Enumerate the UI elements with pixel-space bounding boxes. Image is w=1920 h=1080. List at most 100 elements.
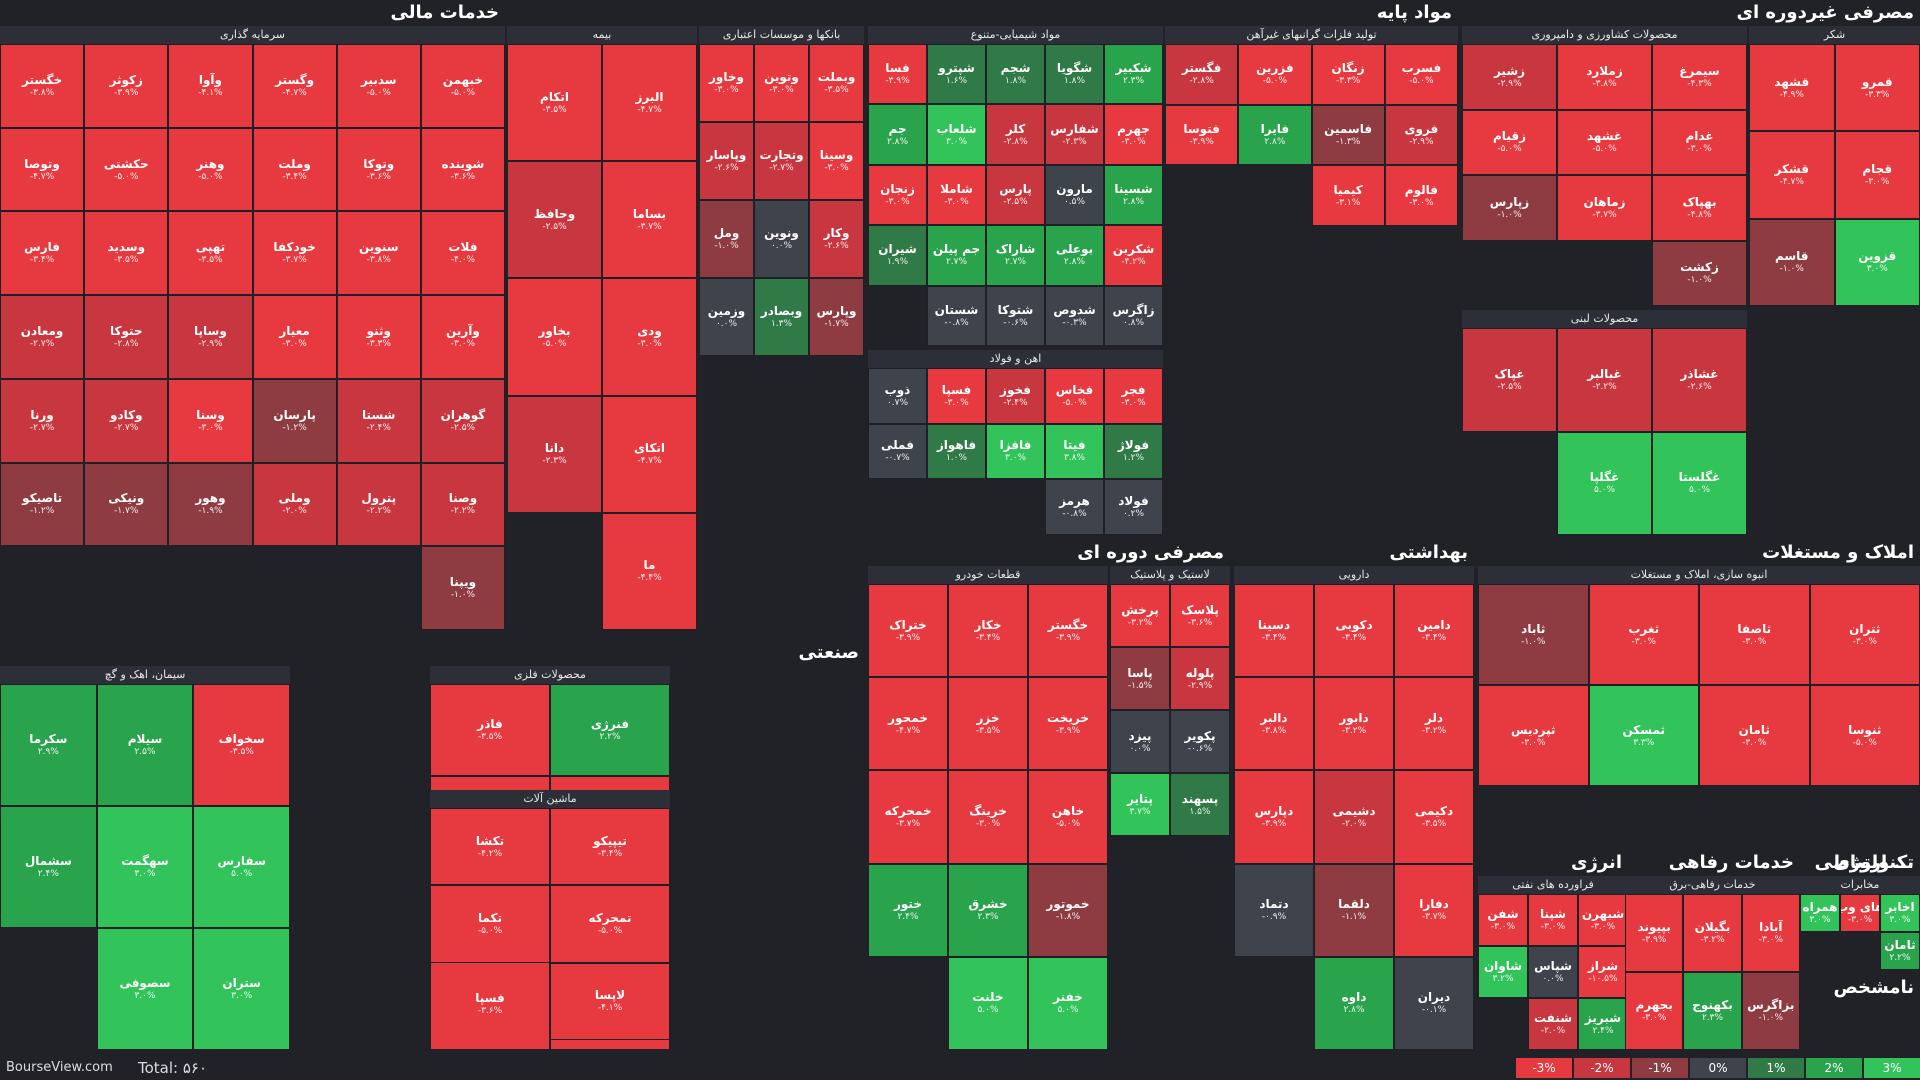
- stock-tile[interactable]: زملارد -۳.۸%: [1557, 44, 1652, 110]
- stock-tile[interactable]: وپاسار -۲.۶%: [699, 122, 754, 200]
- stock-tile[interactable]: شسینا ۲.۸%: [1104, 164, 1163, 226]
- stock-tile[interactable]: فخاس -۵.۰%: [1045, 368, 1104, 424]
- stock-tile[interactable]: پتایر ۳.۷%: [1110, 773, 1170, 836]
- stock-tile[interactable]: وحافظ -۲.۵%: [507, 161, 602, 279]
- stock-tile[interactable]: بساما -۳.۷%: [602, 161, 697, 279]
- stock-tile[interactable]: تهپی -۳.۵%: [168, 211, 253, 296]
- stock-tile[interactable]: شکربن -۴.۲%: [1104, 225, 1163, 286]
- stock-tile[interactable]: دامین -۳.۴%: [1394, 584, 1474, 678]
- stock-tile[interactable]: خگستر -۳.۸%: [0, 44, 85, 128]
- stock-tile[interactable]: بگیلان -۳.۲%: [1683, 894, 1742, 972]
- stock-tile[interactable]: ونوین ۰.۰%: [754, 200, 809, 278]
- stock-tile[interactable]: فخوز -۲.۴%: [986, 368, 1045, 424]
- stock-tile[interactable]: پکویر -۰.۶%: [1170, 710, 1230, 773]
- stock-tile[interactable]: خموتور -۱.۸%: [1028, 863, 1108, 957]
- industry-title[interactable]: اهن و فولاد: [868, 350, 1163, 368]
- stock-tile[interactable]: وهنر -۵.۰%: [168, 127, 253, 212]
- stock-tile[interactable]: ونیکی -۱.۷%: [84, 462, 169, 547]
- stock-tile[interactable]: دکیمی -۳.۵%: [1394, 770, 1474, 864]
- stock-tile[interactable]: فسا -۳.۹%: [868, 44, 927, 105]
- stock-tile[interactable]: شتوکا -۰.۶%: [986, 285, 1045, 346]
- industry-title[interactable]: فراورده های نفتی: [1478, 876, 1628, 894]
- stock-tile[interactable]: خبهمن -۵.۰%: [420, 44, 505, 128]
- stock-tile[interactable]: غشاذر -۲.۶%: [1652, 328, 1747, 432]
- stock-tile[interactable]: دشیمی -۲.۰%: [1314, 770, 1394, 864]
- stock-tile[interactable]: سخواف -۳.۵%: [193, 684, 290, 806]
- stock-tile[interactable]: دیران -۰.۱%: [1394, 956, 1474, 1050]
- stock-tile[interactable]: فولاد ۰.۲%: [1104, 479, 1163, 535]
- stock-tile[interactable]: غگلپا ۵.۰%: [1557, 431, 1652, 535]
- stock-tile[interactable]: ستران ۳.۰%: [193, 928, 290, 1050]
- stock-tile[interactable]: سشمال ۲.۴%: [0, 806, 97, 928]
- stock-tile[interactable]: فملی -۰.۷%: [868, 423, 927, 480]
- stock-tile[interactable]: دلر -۳.۲%: [1394, 677, 1474, 771]
- stock-tile[interactable]: خزر -۳.۵%: [948, 677, 1028, 771]
- stock-tile[interactable]: دانا -۲.۳%: [507, 395, 602, 513]
- stock-tile[interactable]: خمحور -۴.۷%: [868, 677, 948, 771]
- stock-tile[interactable]: وسنا -۳.۰%: [168, 378, 253, 463]
- stock-tile[interactable]: کیمیا -۳.۱%: [1311, 165, 1385, 226]
- stock-tile[interactable]: ومعادن -۲.۷%: [0, 295, 85, 379]
- industry-title[interactable]: سرمایه گذاری: [0, 26, 505, 44]
- stock-tile[interactable]: سیلام ۲.۵%: [96, 684, 194, 806]
- stock-tile[interactable]: جم ۲.۸%: [868, 104, 927, 165]
- stock-tile[interactable]: شپاس ۰.۰%: [1528, 946, 1578, 998]
- stock-tile[interactable]: فیتا ۳.۸%: [1045, 423, 1104, 480]
- stock-tile[interactable]: فافزا ۳.۰%: [986, 423, 1045, 480]
- stock-tile[interactable]: فلات -۴.۰%: [420, 211, 505, 296]
- stock-tile[interactable]: شلعاب ۳.۰%: [927, 104, 986, 165]
- stock-tile[interactable]: وملت -۳.۴%: [252, 127, 337, 212]
- stock-tile[interactable]: دلقما -۱.۱%: [1314, 863, 1394, 957]
- industry-title[interactable]: خدمات رفاهی-برق: [1625, 876, 1800, 894]
- stock-tile[interactable]: اتکام -۳.۵%: [507, 44, 602, 162]
- stock-tile[interactable]: قشهد -۴.۹%: [1749, 44, 1835, 132]
- stock-tile[interactable]: داوه ۲.۸%: [1314, 956, 1394, 1050]
- stock-tile[interactable]: وثنو -۳.۳%: [336, 295, 421, 379]
- stock-tile[interactable]: آبادا -۳.۰%: [1741, 894, 1800, 972]
- stock-tile[interactable]: خکار -۳.۴%: [948, 584, 1028, 678]
- stock-tile[interactable]: قزوین ۳.۰%: [1834, 218, 1920, 306]
- stock-tile[interactable]: وپارس -۱.۷%: [809, 278, 864, 356]
- stock-tile[interactable]: دالبر -۳.۸%: [1234, 677, 1314, 771]
- stock-tile[interactable]: سنوین -۳.۸%: [336, 211, 421, 296]
- stock-tile[interactable]: ثپردیس -۳.۰%: [1478, 685, 1589, 786]
- stock-tile[interactable]: وکادو -۲.۷%: [84, 378, 169, 463]
- stock-tile[interactable]: تمحرکه -۵.۰%: [550, 885, 670, 963]
- stock-tile[interactable]: کلر -۲.۸%: [986, 104, 1045, 165]
- stock-tile[interactable]: بجهرم -۳.۰%: [1625, 972, 1684, 1050]
- stock-tile[interactable]: وسدید -۳.۵%: [84, 211, 169, 296]
- stock-tile[interactable]: فروی -۲.۹%: [1384, 104, 1458, 166]
- stock-tile[interactable]: اخابر ۳.۰%: [1880, 894, 1920, 932]
- stock-tile[interactable]: فاسمین -۱.۳%: [1311, 104, 1385, 166]
- stock-tile[interactable]: ما -۴.۴%: [602, 512, 697, 630]
- industry-title[interactable]: انبوه سازی، املاک و مستغلات: [1478, 566, 1920, 584]
- stock-tile[interactable]: اتکای -۴.۷%: [602, 395, 697, 513]
- stock-tile[interactable]: وسینا -۳.۰%: [809, 122, 864, 200]
- industry-title[interactable]: لاستیک و پلاستیک: [1110, 566, 1230, 584]
- stock-tile[interactable]: ثتران -۳.۰%: [1809, 584, 1920, 685]
- stock-tile[interactable]: پترول -۲.۲%: [336, 462, 421, 547]
- stock-tile[interactable]: شنفت -۲.۰%: [1528, 998, 1578, 1050]
- stock-tile[interactable]: بزاگرس -۱.۰%: [1741, 972, 1800, 1050]
- industry-title[interactable]: سیمان، اهک و گچ: [0, 666, 290, 684]
- stock-tile[interactable]: ثامان -۳.۰%: [1699, 685, 1810, 786]
- stock-tile[interactable]: بخاور -۵.۰%: [507, 278, 602, 396]
- stock-tile[interactable]: ثغرب -۳.۰%: [1588, 584, 1699, 685]
- stock-tile[interactable]: وتجارت -۲.۷%: [754, 122, 809, 200]
- stock-tile[interactable]: خگستر -۳.۹%: [1028, 584, 1108, 678]
- stock-tile[interactable]: زقیام -۵.۰%: [1462, 109, 1557, 175]
- stock-tile[interactable]: خریخت -۳.۹%: [1028, 677, 1108, 771]
- stock-tile[interactable]: پرخش -۳.۲%: [1110, 584, 1170, 647]
- stock-tile[interactable]: شفن -۳.۰%: [1478, 894, 1528, 946]
- stock-tile[interactable]: البرز -۴.۷%: [602, 44, 697, 162]
- stock-tile[interactable]: سصوفی ۳.۰%: [96, 928, 194, 1050]
- stock-tile[interactable]: قمرو -۳.۳%: [1834, 44, 1920, 132]
- stock-tile[interactable]: شستا -۲.۴%: [336, 378, 421, 463]
- stock-tile[interactable]: خودکفا -۳.۷%: [252, 211, 337, 296]
- stock-tile[interactable]: ودی -۳.۰%: [602, 278, 697, 396]
- stock-tile[interactable]: شپترو ۱.۶%: [927, 44, 986, 105]
- stock-tile[interactable]: فتوسا -۳.۹%: [1165, 104, 1239, 166]
- stock-tile[interactable]: وتوکا -۳.۶%: [336, 127, 421, 212]
- stock-tile[interactable]: زکشت -۱.۰%: [1652, 240, 1747, 306]
- stock-tile[interactable]: وبصادر ۱.۳%: [754, 278, 809, 356]
